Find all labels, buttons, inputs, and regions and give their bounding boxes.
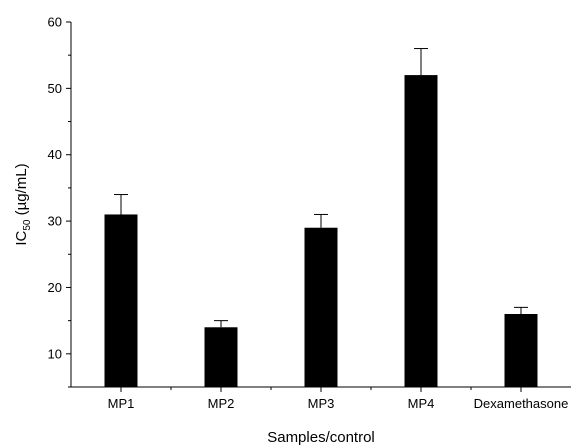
y-tick-label: 40	[48, 147, 62, 162]
y-ticks-group: 10 20 30 40 50 60	[48, 15, 71, 388]
x-ticks-group: MP1 MP2 MP3 MP4 Dexamethasone	[108, 387, 569, 411]
y-tick-label: 50	[48, 81, 62, 96]
x-axis-title: Samples/control	[267, 429, 375, 446]
bars-group	[104, 75, 538, 387]
bar-mp2	[204, 327, 238, 387]
y-tick-label: 30	[48, 214, 62, 229]
y-axis-title: IC50 (µg/mL)	[13, 163, 33, 245]
x-tick-label-mp1: MP1	[108, 396, 135, 411]
y-axis-title-suffix: (µg/mL)	[13, 163, 30, 219]
x-tick-label-mp4: MP4	[408, 396, 435, 411]
y-tick-label: 20	[48, 280, 62, 295]
y-axis-title-prefix: IC	[13, 230, 30, 245]
bar-dexamethasone	[504, 314, 538, 387]
y-axis-title-subscript: 50	[22, 219, 33, 231]
bar-mp3	[304, 227, 338, 387]
x-tick-label-dexamethasone: Dexamethasone	[474, 396, 569, 411]
error-bars-group	[114, 48, 528, 328]
x-tick-label-mp2: MP2	[208, 396, 235, 411]
x-tick-label-mp3: MP3	[308, 396, 335, 411]
bar-mp1	[104, 214, 138, 387]
bar-mp4	[404, 75, 438, 387]
y-tick-label: 10	[48, 346, 62, 361]
y-tick-label: 60	[48, 15, 62, 30]
